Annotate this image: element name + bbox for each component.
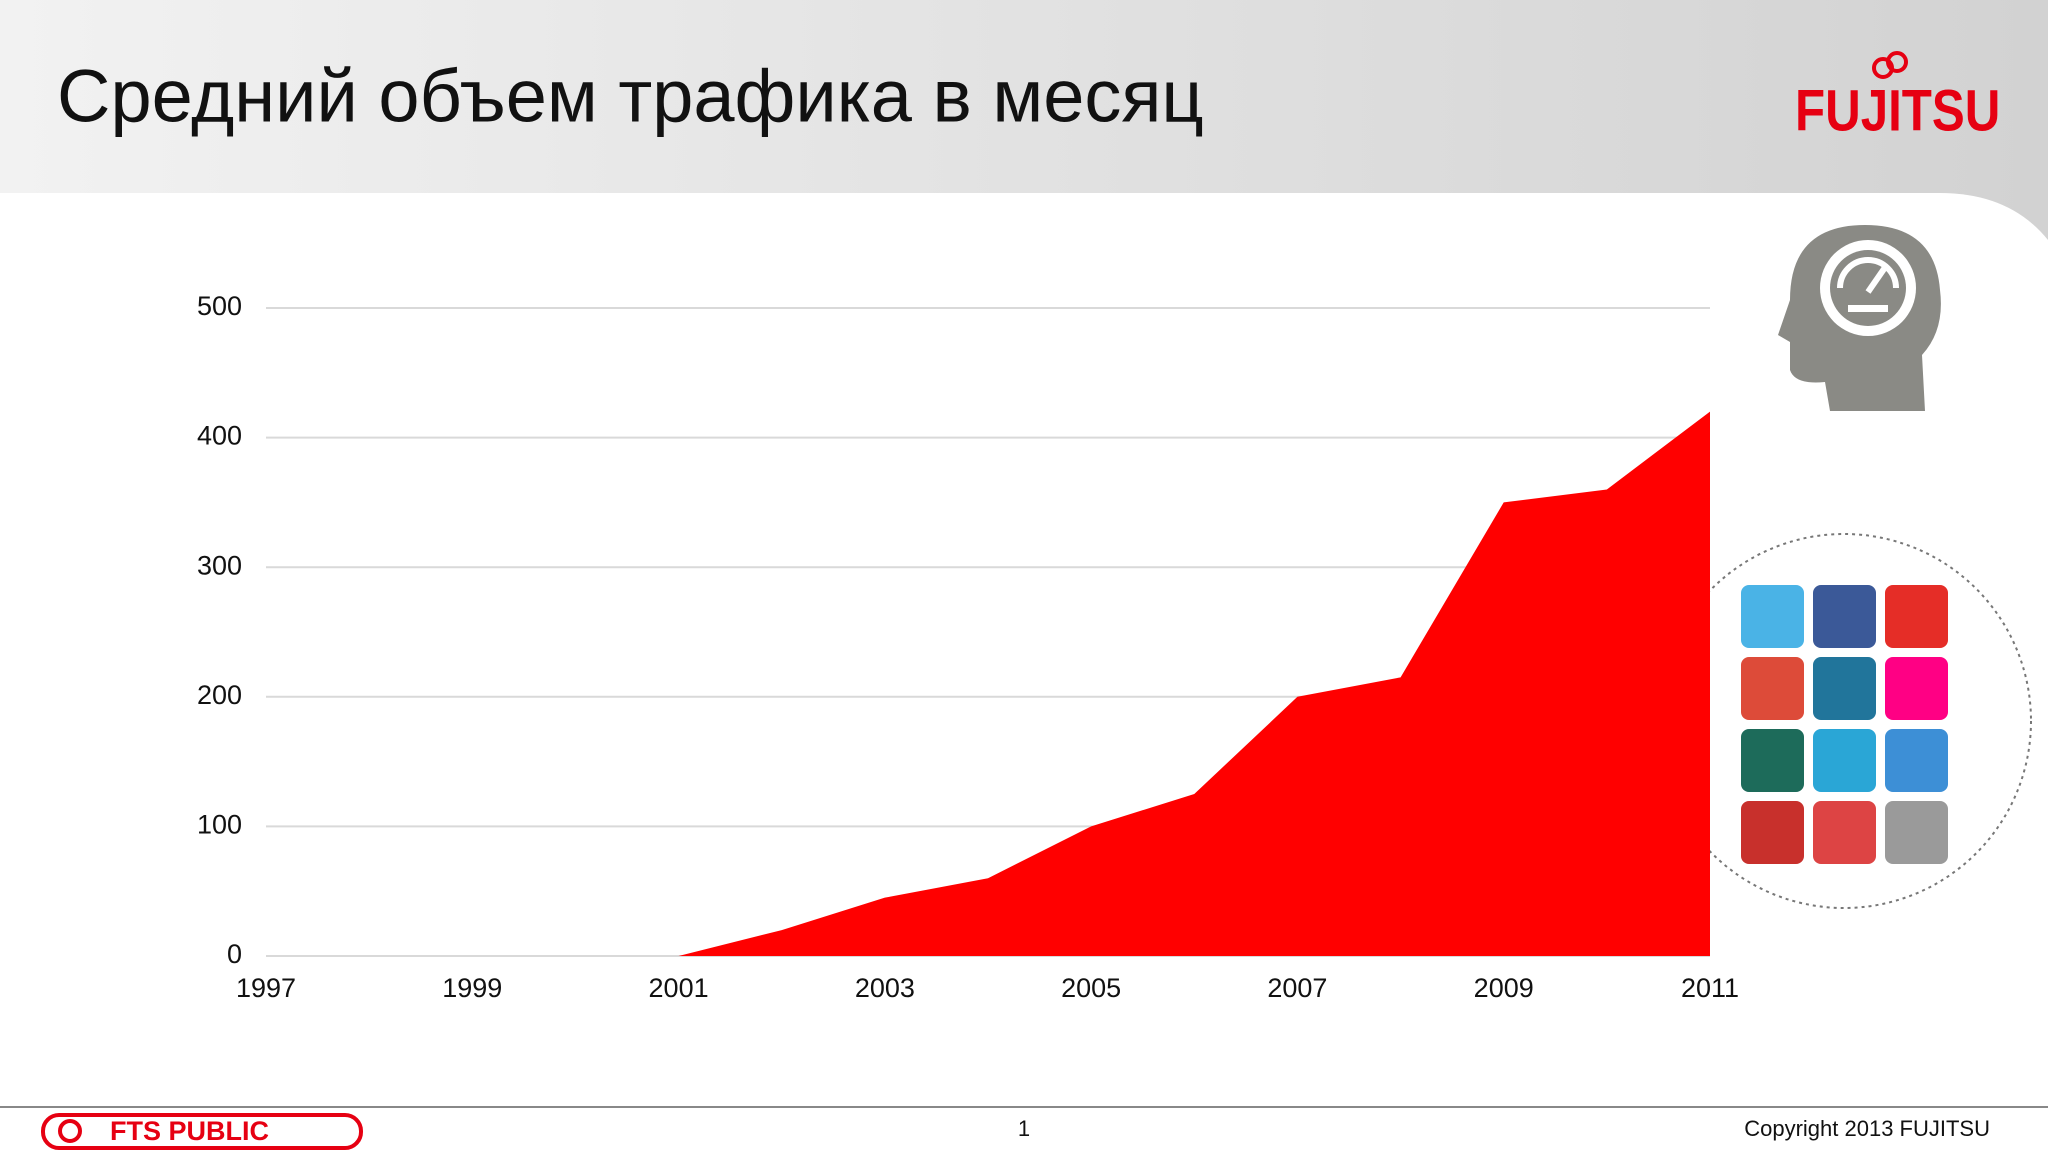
app-icon bbox=[1885, 801, 1948, 864]
logo-mark bbox=[1886, 51, 1908, 73]
logo: FUJITSU bbox=[1795, 79, 2000, 144]
y-tick-label: 300 bbox=[197, 550, 242, 580]
x-tick-label: 1997 bbox=[236, 973, 296, 1003]
y-tick-label: 400 bbox=[197, 421, 242, 451]
chart: 0 100 200 300 400 500 1997 1999 2001 2003 2005 2007… bbox=[197, 291, 1739, 1003]
x-tick-label: 2003 bbox=[855, 973, 915, 1003]
app-icon bbox=[1813, 729, 1876, 792]
classification: FTS PUBLIC bbox=[110, 1116, 269, 1146]
app-icon bbox=[1885, 585, 1948, 648]
app-icon bbox=[1741, 585, 1804, 648]
social-icons bbox=[1656, 533, 2032, 909]
y-tick-label: 500 bbox=[197, 291, 242, 321]
app-icon bbox=[1741, 729, 1804, 792]
app-icon bbox=[1885, 657, 1948, 720]
app-icon bbox=[1741, 657, 1804, 720]
head-icon bbox=[1778, 225, 1941, 411]
y-tick-label: 0 bbox=[227, 939, 242, 969]
app-icon bbox=[1885, 729, 1948, 792]
y-tick-label: 200 bbox=[197, 680, 242, 710]
area bbox=[266, 411, 1710, 956]
x-tick-label: 2009 bbox=[1474, 973, 1534, 1003]
x-tick-label: 2007 bbox=[1267, 973, 1327, 1003]
slide-title: Средний объем трафика в месяц bbox=[57, 55, 1204, 138]
app-icon bbox=[1813, 657, 1876, 720]
page-number: 1 bbox=[1018, 1116, 1030, 1141]
classification-box bbox=[41, 1113, 363, 1150]
x-tick-label: 2001 bbox=[649, 973, 709, 1003]
app-icon bbox=[1813, 585, 1876, 648]
classification-icon bbox=[58, 1119, 82, 1143]
x-tick-label: 2005 bbox=[1061, 973, 1121, 1003]
app-icon bbox=[1813, 801, 1876, 864]
x-tick-label: 1999 bbox=[442, 973, 502, 1003]
y-tick-label: 100 bbox=[197, 810, 242, 840]
copyright: Copyright 2013 FUJITSU bbox=[1744, 1116, 1990, 1141]
app-icon bbox=[1741, 801, 1804, 864]
x-tick-label: 2011 bbox=[1681, 973, 1739, 1003]
